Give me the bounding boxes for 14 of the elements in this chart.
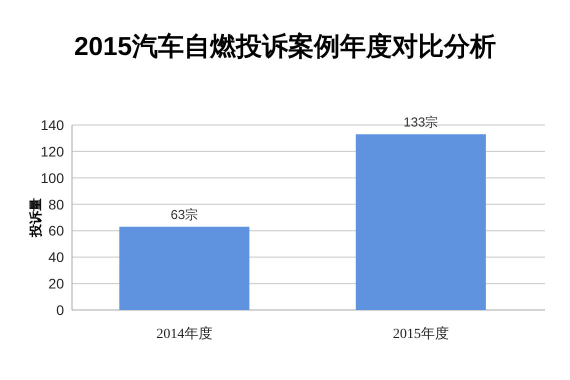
y-tick-label: 140: [40, 117, 64, 133]
y-tick-label: 40: [48, 249, 64, 266]
y-axis-title: 投诉量: [28, 198, 43, 238]
y-tick-label: 20: [48, 276, 64, 292]
y-tick-label: 0: [56, 302, 64, 318]
chart-title: 2015汽车自燃投诉案例年度对比分析: [74, 31, 496, 61]
y-tick-label: 80: [48, 196, 64, 212]
y-tick-label: 100: [40, 170, 64, 186]
data-label: 63宗: [170, 206, 198, 222]
x-tick-label: 2014年度: [156, 326, 212, 342]
x-tick-label: 2015年度: [392, 326, 449, 342]
data-label: 133宗: [403, 114, 438, 130]
y-tick-label: 60: [48, 222, 64, 239]
y-tick-label: 120: [40, 143, 64, 160]
